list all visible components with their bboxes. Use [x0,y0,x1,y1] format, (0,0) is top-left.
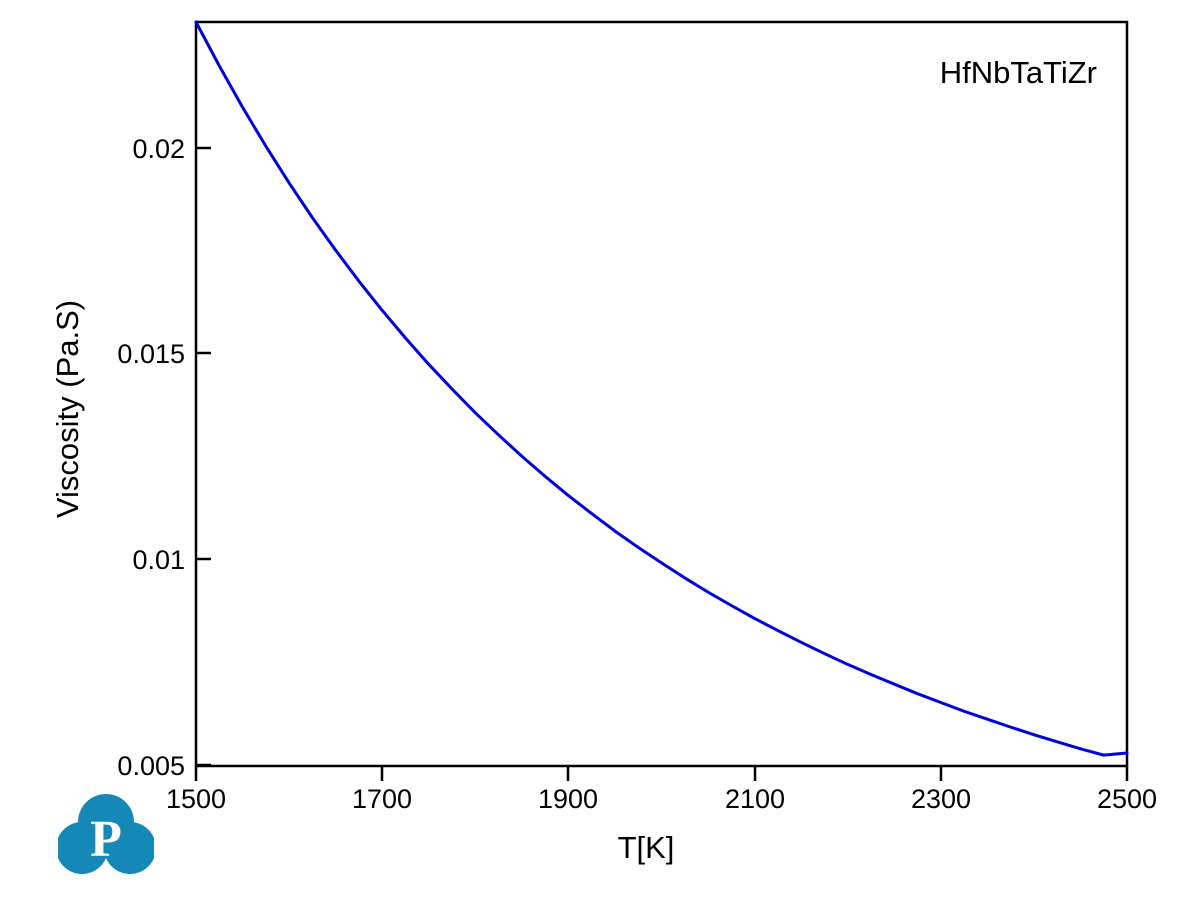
logo-trefoil-shape [58,794,154,874]
y-axis-title: Viscosity (Pa.S) [50,300,85,518]
y-tick-label-0.015: 0.015 [117,339,185,369]
x-axis-title: T[K] [618,830,675,865]
x-tick-label-1900: 1900 [538,784,598,814]
viscosity-curve [194,20,1129,757]
plot-frame [194,20,1129,768]
x-tick-label-1700: 1700 [352,784,412,814]
x-axis-ticks [194,766,1129,781]
y-tick-label-0.02: 0.02 [132,134,185,164]
x-tick-label-1500: 1500 [166,784,226,814]
y-axis-ticks [196,146,211,767]
logo-circle-left [58,822,108,874]
x-tick-label-2500: 2500 [1097,784,1157,814]
logo-letter-p: P [90,811,122,868]
logo-circle-right [104,822,154,874]
y-tick-label-0.005: 0.005 [117,751,185,781]
x-tick-label-2100: 2100 [725,784,785,814]
x-tick-label-2300: 2300 [911,784,971,814]
publisher-logo: P [58,794,154,874]
y-tick-label-0.01: 0.01 [132,545,185,575]
alloy-annotation-label: HfNbTaTiZr [940,55,1097,90]
